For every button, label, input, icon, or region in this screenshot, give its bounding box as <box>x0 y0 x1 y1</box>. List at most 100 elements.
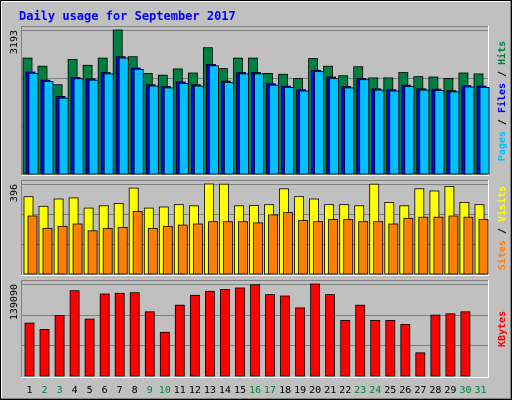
bar-pages-day-6 <box>103 73 114 175</box>
x-tick-label-day-5: 5 <box>87 385 93 396</box>
bar-sites-day-7 <box>117 226 128 275</box>
bar-sites-day-4 <box>72 223 83 275</box>
x-tick-label-day-11: 11 <box>174 385 186 396</box>
bar-sites-day-13 <box>207 221 218 275</box>
bar-pages-day-8 <box>133 69 144 175</box>
legend-sites: Sites <box>496 240 508 270</box>
x-tick-label-day-26: 26 <box>399 385 411 396</box>
x-tick-label-day-12: 12 <box>189 385 201 396</box>
legend-visits: Visits <box>496 186 508 222</box>
bar-sites-day-14 <box>222 221 233 275</box>
bar-pages-day-1 <box>28 73 39 175</box>
bar-pages-day-4 <box>73 78 84 175</box>
x-axis-day-labels: 1 2 3 4 5 6 7 8 9 10 11 12 13 14 15 16 17 18 19 20 21 22 23 24 2… <box>26 385 486 396</box>
bar-kbytes-day-27 <box>415 352 426 377</box>
bar-kbytes-day-19 <box>295 307 306 377</box>
bar-sites-day-20 <box>313 221 324 275</box>
bar-kbytes-day-28 <box>430 314 441 377</box>
y-axis-max-label: 396 <box>9 184 20 202</box>
bar-sites-day-5 <box>87 230 98 275</box>
legend-kbytes: KBytes <box>497 311 508 347</box>
bar-sites-day-12 <box>192 223 203 275</box>
x-tick-label-day-1: 1 <box>26 385 32 396</box>
bar-sites-day-21 <box>328 219 339 275</box>
bar-pages-day-29 <box>449 91 460 175</box>
bar-kbytes-day-15 <box>235 287 245 377</box>
legend-pages: Pages <box>497 131 508 161</box>
bar-pages-day-25 <box>389 90 400 175</box>
bar-sites-day-24 <box>373 221 384 275</box>
panel-kbytes: 139090 KBytes <box>9 280 508 378</box>
bar-kbytes-day-21 <box>325 294 336 377</box>
legend-separator: / <box>497 65 508 83</box>
legend-separator: / <box>497 222 508 240</box>
panel-legend-label: KBytes <box>497 311 508 347</box>
bar-sites-day-19 <box>298 220 309 275</box>
bar-sites-day-28 <box>433 216 444 275</box>
bar-pages-day-5 <box>88 79 99 175</box>
bar-kbytes-day-9 <box>144 311 155 377</box>
chart-title: Daily usage for September 2017 <box>19 9 236 23</box>
bar-kbytes-day-16 <box>250 284 260 377</box>
x-tick-label-day-6: 6 <box>102 385 108 396</box>
x-tick-label-day-17: 17 <box>264 385 276 396</box>
bar-kbytes-day-6 <box>99 293 110 377</box>
bar-kbytes-day-23 <box>355 304 366 377</box>
bar-sites-day-2 <box>42 228 53 275</box>
bar-sites-day-25 <box>388 223 399 275</box>
bar-pages-day-10 <box>163 87 174 175</box>
bar-kbytes-day-22 <box>340 319 351 377</box>
bar-sites-day-8 <box>132 211 143 275</box>
bar-pages-day-2 <box>43 81 54 175</box>
bar-pages-day-16 <box>254 73 264 175</box>
bar-sites-day-22 <box>343 219 354 275</box>
bar-kbytes-day-8 <box>129 292 140 377</box>
bar-sites-day-16 <box>253 222 263 275</box>
x-tick-label-day-27: 27 <box>414 385 426 396</box>
bar-kbytes-day-7 <box>114 292 125 377</box>
x-tick-label-day-28: 28 <box>429 385 441 396</box>
bar-kbytes-day-20 <box>310 283 321 377</box>
x-tick-label-day-3: 3 <box>57 385 63 396</box>
x-tick-label-day-4: 4 <box>72 385 78 396</box>
bar-pages-day-11 <box>178 83 189 175</box>
x-tick-label-day-22: 22 <box>339 385 351 396</box>
x-tick-label-day-31: 31 <box>474 385 486 396</box>
bar-pages-day-12 <box>193 85 204 175</box>
x-tick-label-day-30: 30 <box>459 385 471 396</box>
bar-pages-day-26 <box>404 86 415 175</box>
bar-kbytes-day-3 <box>54 315 65 377</box>
bar-kbytes-day-5 <box>84 318 95 377</box>
bar-sites-day-10 <box>162 225 173 275</box>
bar-pages-day-13 <box>208 65 219 175</box>
x-tick-label-day-13: 13 <box>204 385 216 396</box>
x-tick-label-day-24: 24 <box>369 385 381 396</box>
x-tick-label-day-7: 7 <box>117 385 123 396</box>
legend-hits: Hits <box>496 41 508 65</box>
x-tick-label-day-15: 15 <box>234 385 246 396</box>
bar-pages-day-17 <box>269 84 279 175</box>
panel-legend-label: Sites / Visits <box>496 186 508 270</box>
bar-pages-day-7 <box>118 57 129 175</box>
bar-sites-day-17 <box>268 214 278 275</box>
bar-sites-day-23 <box>358 221 369 275</box>
x-tick-label-day-29: 29 <box>444 385 456 396</box>
x-tick-label-day-18: 18 <box>279 385 291 396</box>
bar-pages-day-28 <box>434 90 445 175</box>
x-tick-label-day-21: 21 <box>324 385 336 396</box>
chart-panels: 3193 Pages / Files / Hits 396 Sites / Visit… <box>9 26 508 378</box>
bar-kbytes-day-17 <box>265 294 275 377</box>
bar-pages-day-3 <box>58 97 69 175</box>
bar-sites-day-26 <box>403 217 414 275</box>
bar-kbytes-day-13 <box>204 290 215 377</box>
bar-pages-day-19 <box>299 90 310 175</box>
bar-pages-day-18 <box>284 87 294 175</box>
bar-pages-day-21 <box>329 78 340 175</box>
bar-pages-day-9 <box>148 85 159 175</box>
x-tick-label-day-10: 10 <box>159 385 171 396</box>
bar-pages-day-31 <box>479 87 490 175</box>
panel-visits-sites: 396 Sites / Visits <box>9 180 508 276</box>
bar-kbytes-day-12 <box>189 294 200 377</box>
panel-pages-files-hits: 3193 Pages / Files / Hits <box>9 26 508 176</box>
